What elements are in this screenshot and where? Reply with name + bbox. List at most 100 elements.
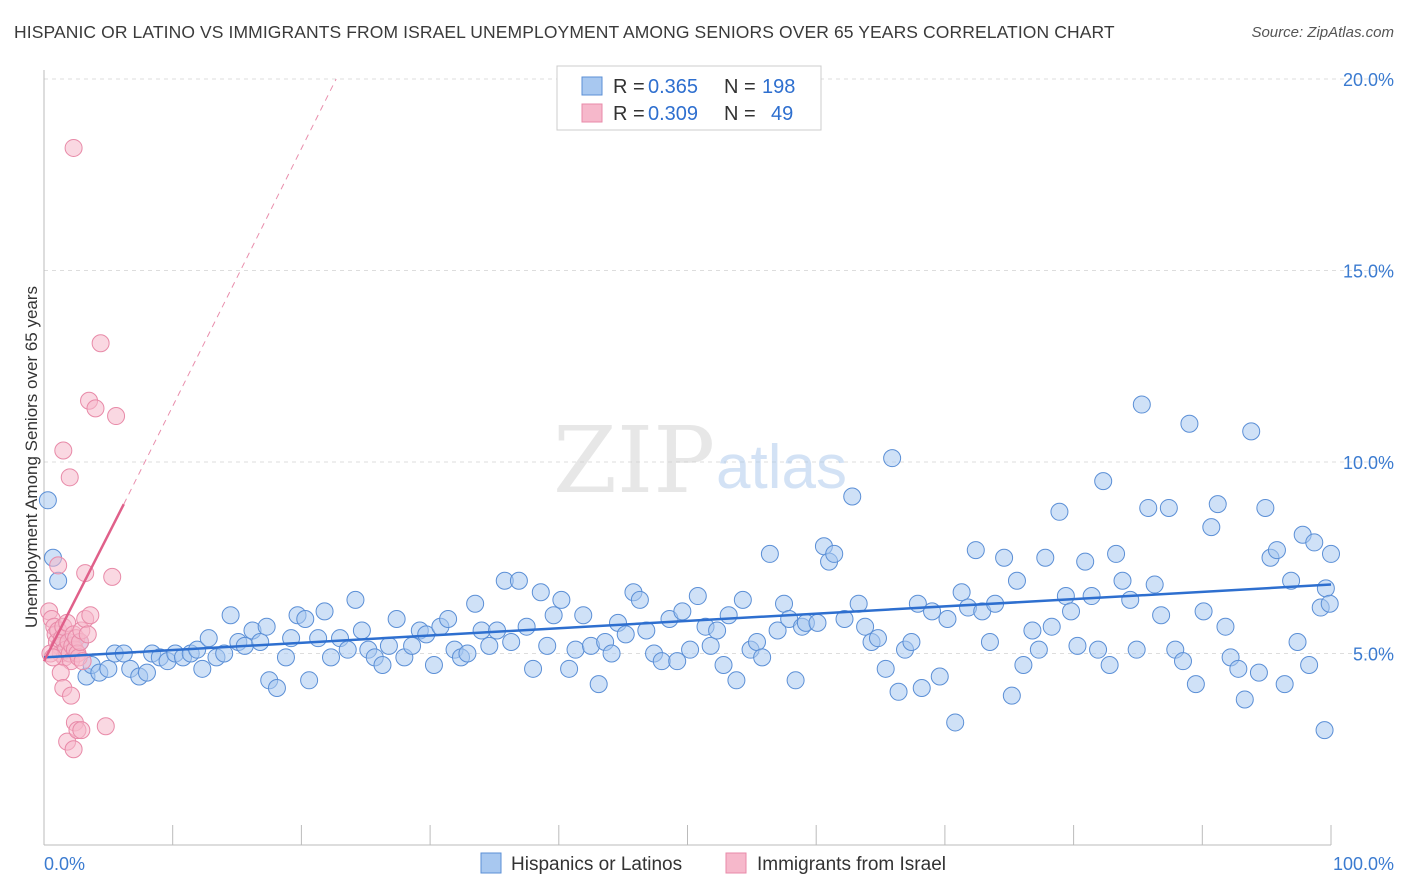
data-point-hispanic: [768, 621, 787, 640]
data-point-hispanic: [574, 606, 593, 625]
data-point-hispanic: [193, 659, 212, 678]
x-tick-label-max: 100.0%: [1333, 854, 1394, 874]
data-point-israel: [72, 721, 91, 740]
data-point-hispanic: [637, 621, 656, 640]
data-point-hispanic: [673, 602, 692, 621]
data-point-hispanic: [472, 621, 491, 640]
data-point-hispanic: [980, 633, 999, 652]
data-point-israel: [62, 686, 81, 705]
legend: R = 0.365 N = 198 R = 0.309 N = 49: [556, 65, 822, 131]
data-point-hispanic: [849, 594, 868, 613]
legend-swatch-pink: [581, 103, 603, 123]
trendline-israel-extension: [123, 78, 337, 505]
data-point-hispanic: [1002, 686, 1021, 705]
data-point-hispanic: [309, 629, 328, 648]
data-point-hispanic: [1113, 571, 1132, 590]
data-point-hispanic: [403, 636, 422, 655]
data-point-hispanic: [733, 590, 752, 609]
data-point-hispanic: [1007, 571, 1026, 590]
legend-r-label: R =: [613, 103, 645, 125]
data-point-hispanic: [1249, 663, 1268, 682]
data-point-hispanic: [1194, 602, 1213, 621]
data-point-hispanic: [1288, 633, 1307, 652]
data-point-hispanic: [466, 594, 485, 613]
data-point-hispanic: [719, 606, 738, 625]
data-point-hispanic: [199, 629, 218, 648]
bottom-legend-label-pink: Immigrants from Israel: [757, 854, 946, 875]
data-point-hispanic: [930, 667, 949, 686]
data-point-hispanic: [912, 678, 931, 697]
data-point-hispanic: [1229, 659, 1248, 678]
legend-r-label: R =: [613, 76, 645, 98]
x-tick-label-min: 0.0%: [44, 854, 85, 874]
data-point-hispanic: [1029, 640, 1048, 659]
data-point-hispanic: [215, 644, 234, 663]
data-point-hispanic: [714, 655, 733, 674]
watermark-zip: ZIP: [553, 407, 715, 514]
data-point-hispanic: [1267, 541, 1286, 560]
data-point-israel: [103, 567, 122, 586]
data-point-hispanic: [883, 449, 902, 468]
data-point-hispanic: [509, 571, 528, 590]
data-point-hispanic: [99, 659, 118, 678]
data-point-hispanic: [1145, 575, 1164, 594]
legend-r-value: 0.309: [648, 103, 698, 125]
y-tick-label: 15.0%: [1343, 262, 1394, 282]
data-point-hispanic: [1127, 640, 1146, 659]
data-point-hispanic: [616, 625, 635, 644]
data-point-hispanic: [952, 583, 971, 602]
data-point-hispanic: [1315, 721, 1334, 740]
bottom-legend-swatch-pink: [725, 852, 747, 874]
data-point-hispanic: [701, 636, 720, 655]
data-point-hispanic: [1159, 498, 1178, 517]
data-point-hispanic: [868, 629, 887, 648]
data-point-hispanic: [524, 659, 543, 678]
data-point-hispanic: [630, 590, 649, 609]
data-point-hispanic: [1100, 655, 1119, 674]
data-point-hispanic: [876, 659, 895, 678]
data-point-hispanic: [1300, 655, 1319, 674]
data-point-hispanic: [747, 633, 766, 652]
data-point-hispanic: [49, 571, 68, 590]
data-point-hispanic: [1216, 617, 1235, 636]
data-point-hispanic: [995, 548, 1014, 567]
data-point-hispanic: [424, 655, 443, 674]
data-point-hispanic: [1107, 544, 1126, 563]
series-hispanics-or-latinos: [38, 395, 1340, 740]
data-point-hispanic: [480, 636, 499, 655]
data-point-hispanic: [300, 671, 319, 690]
data-point-hispanic: [502, 633, 521, 652]
data-point-hispanic: [517, 617, 536, 636]
data-point-israel: [81, 606, 100, 625]
data-point-hispanic: [775, 594, 794, 613]
data-point-hispanic: [322, 648, 341, 667]
data-point-israel: [96, 717, 115, 736]
legend-n-label: N =: [724, 103, 756, 125]
data-point-hispanic: [276, 648, 295, 667]
data-point-hispanic: [889, 682, 908, 701]
data-point-hispanic: [1089, 640, 1108, 659]
data-point-hispanic: [753, 648, 772, 667]
legend-n-label: N =: [724, 76, 756, 98]
data-point-israel: [54, 441, 73, 460]
data-point-hispanic: [1316, 579, 1335, 598]
source-credit: Source: ZipAtlas.com: [1251, 24, 1394, 41]
x-ticks: [43, 825, 1332, 845]
data-point-hispanic: [1305, 533, 1324, 552]
bottom-legend-label-blue: Hispanics or Latinos: [511, 854, 682, 875]
data-point-hispanic: [560, 659, 579, 678]
data-point-hispanic: [1180, 414, 1199, 433]
data-point-hispanic: [966, 541, 985, 560]
legend-n-value: 49: [771, 103, 793, 125]
data-point-hispanic: [38, 491, 57, 510]
data-point-hispanic: [1152, 606, 1171, 625]
data-point-hispanic: [825, 544, 844, 563]
data-point-hispanic: [1202, 518, 1221, 537]
data-point-hispanic: [1121, 590, 1140, 609]
data-point-hispanic: [856, 617, 875, 636]
data-point-hispanic: [379, 636, 398, 655]
data-point-hispanic: [1094, 472, 1113, 491]
data-point-hispanic: [1082, 587, 1101, 606]
data-point-hispanic: [727, 671, 746, 690]
